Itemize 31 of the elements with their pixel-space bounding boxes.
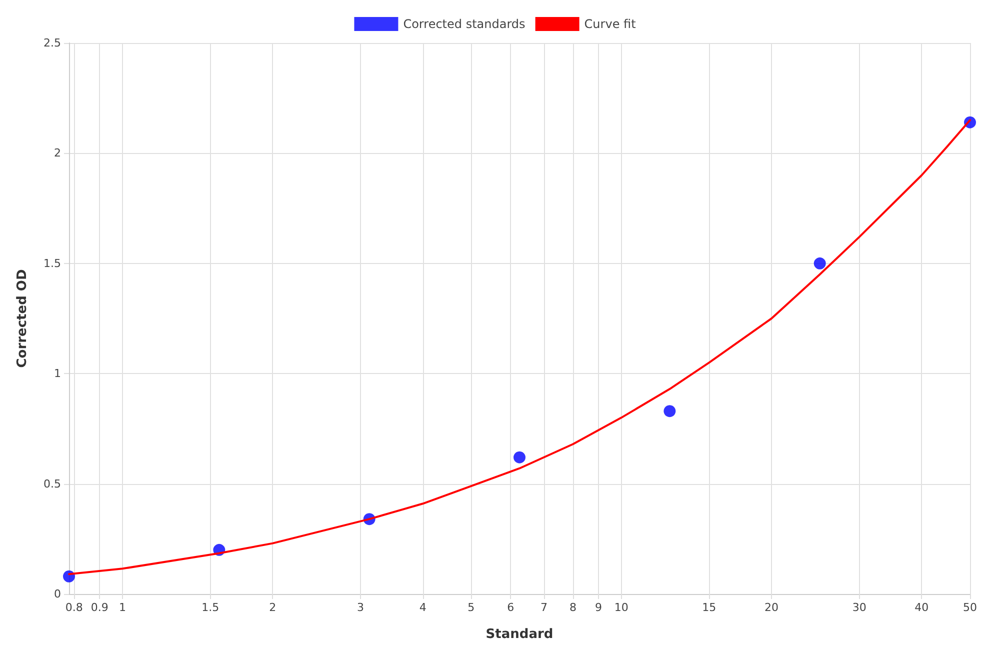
x-tick-label: 9 bbox=[595, 601, 602, 614]
y-tick-label: 1 bbox=[54, 367, 61, 380]
y-tick-label: 0.5 bbox=[44, 477, 61, 490]
x-axis-title: Standard bbox=[486, 627, 554, 642]
y-tick-label: 2 bbox=[54, 146, 61, 160]
x-tick-label: 0.8 bbox=[65, 601, 83, 614]
x-tick-label: 8 bbox=[569, 601, 576, 614]
x-tick-label: 5 bbox=[468, 601, 475, 614]
x-tick-label: 0.9 bbox=[90, 601, 108, 614]
y-tick-label: 1.5 bbox=[44, 256, 61, 270]
point bbox=[664, 405, 676, 418]
x-tick-label: 1 bbox=[118, 601, 126, 614]
x-tick-label: 15 bbox=[702, 601, 716, 614]
x-tick-label: 3 bbox=[356, 601, 364, 614]
x-tick-label: 7 bbox=[540, 601, 548, 614]
x-tick-label: 4 bbox=[419, 601, 426, 614]
x-tick-label: 50 bbox=[963, 601, 977, 614]
x-tick-label: 30 bbox=[852, 601, 866, 614]
x-tick-label: 10 bbox=[614, 601, 628, 614]
x-tick-label: 1.5 bbox=[202, 601, 220, 614]
x-tick-label: 40 bbox=[914, 601, 929, 614]
x-tick-label: 2 bbox=[269, 601, 276, 614]
legend-label: Corrected standards bbox=[403, 17, 526, 31]
y-tick-label: 0 bbox=[54, 588, 61, 600]
x-tick-label: 20 bbox=[764, 601, 778, 614]
point bbox=[514, 451, 526, 464]
y-tick-label: 2.5 bbox=[44, 36, 61, 50]
y-axis-title: Corrected OD bbox=[15, 269, 30, 368]
legend-label: Curve fit bbox=[584, 17, 636, 31]
x-tick-label: 6 bbox=[507, 601, 514, 614]
point bbox=[814, 257, 826, 270]
